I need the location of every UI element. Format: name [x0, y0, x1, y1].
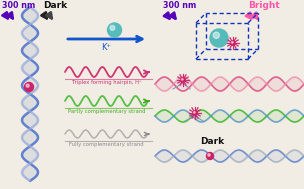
Circle shape: [26, 84, 29, 87]
Text: Fully complementary strand: Fully complementary strand: [69, 142, 144, 147]
Circle shape: [231, 41, 235, 45]
Circle shape: [210, 29, 228, 47]
Circle shape: [25, 83, 33, 91]
Text: 300 nm: 300 nm: [163, 1, 196, 10]
Text: Triplex forming hairpin, H⁺: Triplex forming hairpin, H⁺: [72, 80, 141, 85]
Circle shape: [213, 32, 219, 38]
Circle shape: [181, 78, 185, 82]
Circle shape: [110, 26, 115, 30]
Text: 300 nm: 300 nm: [2, 1, 35, 10]
Text: Partly complementary strand: Partly complementary strand: [68, 109, 145, 114]
Circle shape: [181, 79, 183, 80]
Text: Bright: Bright: [248, 1, 280, 10]
Text: Dark: Dark: [43, 1, 67, 10]
Circle shape: [193, 111, 197, 115]
Text: K⁺: K⁺: [102, 43, 112, 52]
Circle shape: [232, 42, 233, 43]
Text: Dark: Dark: [200, 137, 224, 146]
Circle shape: [208, 154, 210, 156]
Circle shape: [194, 112, 195, 113]
Circle shape: [108, 23, 122, 37]
Circle shape: [206, 153, 213, 160]
